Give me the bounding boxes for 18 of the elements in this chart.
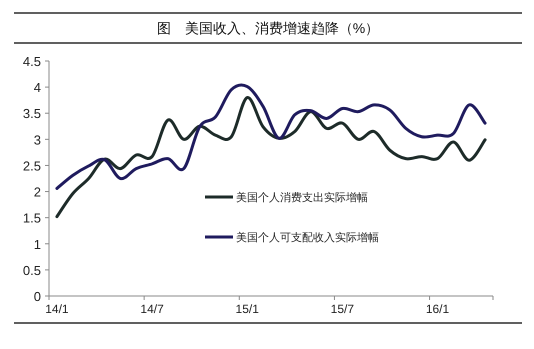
x-tick-label: 16/1: [426, 302, 450, 316]
y-tick-label: 1.5: [22, 210, 41, 226]
y-tick-label: 2: [34, 184, 41, 200]
y-tick-label: 3.5: [22, 106, 41, 122]
y-tick-label: 0: [34, 289, 41, 304]
y-tick-label: 4.5: [22, 54, 41, 69]
legend-label: 美国个人消费支出实际增幅: [236, 191, 368, 204]
y-tick-label: 2.5: [22, 158, 41, 174]
y-tick-label: 1: [34, 236, 41, 252]
y-tick-label: 4: [34, 80, 41, 96]
x-tick-label: 15/1: [236, 302, 260, 316]
y-tick-label: 3: [34, 132, 41, 148]
x-tick-label: 15/7: [330, 302, 354, 316]
x-tick-label: 14/7: [140, 302, 164, 316]
y-tick-label: 0.5: [22, 262, 41, 278]
x-tick-label: 14/1: [45, 302, 69, 316]
legend-label: 美国个人可支配收入实际增幅: [236, 231, 379, 244]
chart-title: 图 美国收入、消费增速趋降（%）: [156, 20, 380, 36]
